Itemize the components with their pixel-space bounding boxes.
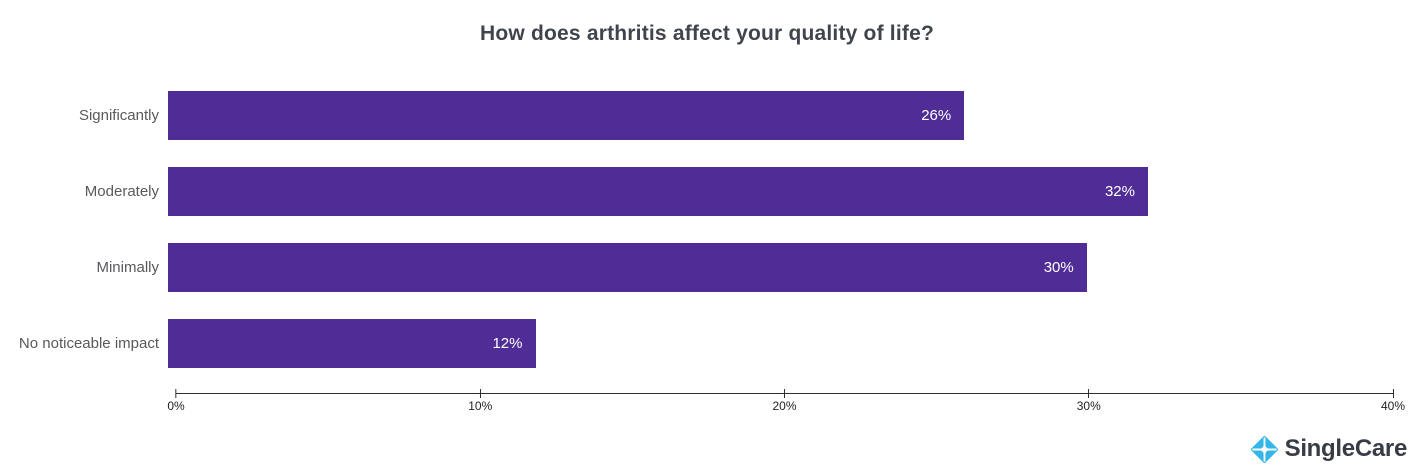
bar-track: 12% xyxy=(168,319,1393,368)
tick-mark xyxy=(1088,389,1090,398)
x-axis-tick: 40% xyxy=(1381,389,1405,413)
tick-mark xyxy=(784,389,785,398)
category-label: No noticeable impact xyxy=(18,335,159,352)
tick-label: 20% xyxy=(772,399,797,413)
tick-label: 40% xyxy=(1380,399,1406,413)
bar-row-no-noticeable-impact: No noticeable impact 12% xyxy=(0,319,1393,368)
chart-title: How does arthritis affect your quality o… xyxy=(480,22,934,45)
category-label: Minimally xyxy=(96,259,159,276)
bar-track: 30% xyxy=(168,243,1393,292)
bar-value-label: 12% xyxy=(492,335,523,352)
bar-track: 32% xyxy=(168,167,1393,216)
x-axis-tick: 20% xyxy=(772,389,797,413)
bar-value-label: 26% xyxy=(921,107,952,124)
tick-label: 30% xyxy=(1076,399,1101,413)
tick-label: 10% xyxy=(468,399,493,413)
bar-moderately: 32% xyxy=(168,167,1148,216)
bar-plot-area: Significantly 26% Moderately 32% Minimal… xyxy=(0,91,1393,395)
x-axis-tick: 0% xyxy=(167,389,185,413)
bar-value-label: 30% xyxy=(1043,259,1074,276)
bar-minimally: 30% xyxy=(168,243,1087,292)
x-axis-tick: 30% xyxy=(1077,389,1101,413)
tick-mark xyxy=(479,389,481,398)
bar-row-moderately: Moderately 32% xyxy=(0,167,1393,216)
x-axis-tick: 10% xyxy=(468,389,492,413)
bar-value-label: 32% xyxy=(1104,183,1135,200)
bar-track: 26% xyxy=(168,91,1393,140)
tick-label: 0% xyxy=(167,399,185,413)
bar-significantly: 26% xyxy=(168,91,965,140)
category-label: Moderately xyxy=(84,183,159,200)
singlecare-wordmark: SingleCare xyxy=(1284,435,1408,462)
category-label: Significantly xyxy=(78,107,159,124)
bar-no-noticeable-impact: 12% xyxy=(168,319,536,368)
singlecare-sparkle-icon xyxy=(1250,435,1278,463)
tick-mark xyxy=(1392,389,1394,398)
singlecare-logo: SingleCare xyxy=(1250,435,1408,463)
tick-mark xyxy=(175,389,177,398)
bar-row-minimally: Minimally 30% xyxy=(0,243,1393,292)
bar-row-significantly: Significantly 26% xyxy=(0,91,1393,140)
